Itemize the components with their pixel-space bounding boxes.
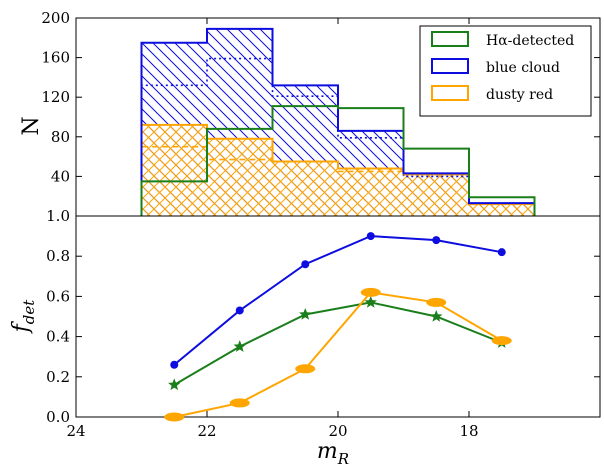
y-tick-label: 0.6 xyxy=(46,287,70,305)
hatch-bin-dusty-red xyxy=(207,138,273,216)
marker-halpha xyxy=(299,307,312,320)
step-halpha xyxy=(140,105,536,216)
marker-dusty-red xyxy=(164,412,185,422)
histogram-step-lines xyxy=(140,27,536,216)
series-line-dusty-red xyxy=(174,291,503,418)
histogram-panel: 1.0 40 80 120 160 200 N Hα-detected blue clou… xyxy=(19,9,601,225)
fraction-y-ticks: 0.0 0.2 0.4 0.6 0.8 xyxy=(46,247,600,426)
marker-dusty-red xyxy=(491,336,512,346)
y-tick-label: 80 xyxy=(51,128,70,146)
x-axis-label: mR xyxy=(317,439,349,466)
marker-halpha xyxy=(168,378,181,391)
histogram-y-label: N xyxy=(19,116,44,135)
hatch-bin-dusty-red xyxy=(141,124,207,216)
marker-blue-cloud xyxy=(235,306,244,315)
x-tick-label: 18 xyxy=(459,422,478,440)
y-tick-label: 0.4 xyxy=(46,328,70,346)
marker-halpha xyxy=(430,310,443,322)
marker-dusty-red xyxy=(295,364,316,374)
legend-label-dusty-red: dusty red xyxy=(486,87,553,103)
series-line-halpha xyxy=(173,301,503,386)
marker-blue-cloud xyxy=(497,248,506,257)
marker-blue-cloud xyxy=(301,260,310,269)
marker-dusty-red xyxy=(360,287,381,297)
series-line-blue-cloud xyxy=(173,235,502,366)
y-tick-label: 1.0 xyxy=(46,207,70,225)
hatch-bin-dusty-red xyxy=(338,168,404,216)
y-tick-label: 200 xyxy=(41,9,70,27)
hatch-bin-dusty-red xyxy=(272,161,338,216)
marker-dusty-red xyxy=(426,297,447,307)
y-tick-label: 40 xyxy=(51,167,70,185)
y-tick-label: 120 xyxy=(41,88,70,106)
legend-swatch-dusty-red xyxy=(431,85,469,101)
x-tick-label: 22 xyxy=(197,422,216,440)
y-tick-label: 160 xyxy=(41,49,70,67)
fraction-x-ticks: 24 22 20 18 xyxy=(66,411,479,440)
histogram-hatch-fills xyxy=(141,28,535,216)
legend-swatch-blue-cloud xyxy=(431,58,469,74)
marker-blue-cloud xyxy=(432,236,441,245)
fraction-y-label: fdet xyxy=(9,299,38,335)
marker-blue-cloud xyxy=(366,232,375,241)
y-tick-label: 0.2 xyxy=(46,368,70,386)
x-tick-label: 24 xyxy=(66,422,85,440)
marker-halpha xyxy=(364,295,377,308)
x-tick-label: 20 xyxy=(328,422,347,440)
marker-blue-cloud xyxy=(170,360,179,369)
legend: Hα-detected blue cloud dusty red xyxy=(419,25,592,117)
fraction-series xyxy=(164,232,512,422)
fraction-frame xyxy=(75,215,601,418)
hatch-bin-dusty-red xyxy=(403,174,469,216)
legend-swatch-halpha xyxy=(431,31,469,47)
legend-label-halpha: Hα-detected xyxy=(486,33,574,49)
legend-label-blue-cloud: blue cloud xyxy=(486,60,560,76)
marker-dusty-red xyxy=(229,398,250,408)
marker-halpha xyxy=(233,340,246,352)
detection-fraction-panel: 0.0 0.2 0.4 0.6 0.8 24 22 20 18 fdet mR xyxy=(9,215,601,466)
y-tick-label: 0.8 xyxy=(46,247,70,265)
hatch-bin-dusty-red xyxy=(469,204,535,216)
y-tick-label: 0.0 xyxy=(46,408,70,426)
